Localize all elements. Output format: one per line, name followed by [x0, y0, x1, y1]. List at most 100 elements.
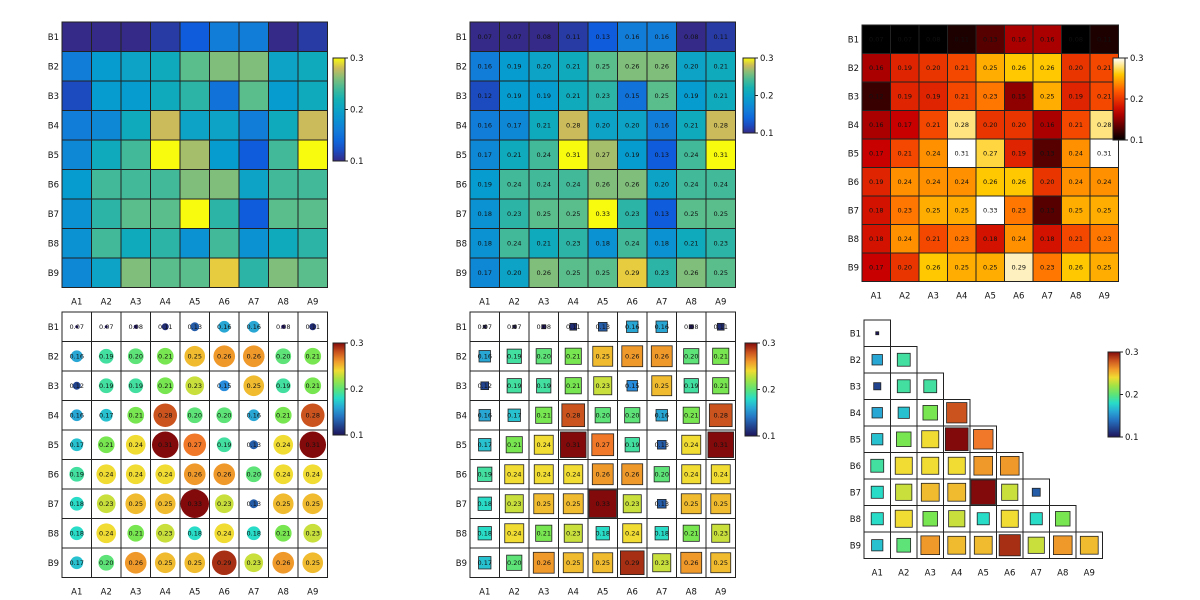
heatmap-value-label: 0.20: [129, 352, 143, 360]
heatmap-value-label: 0.18: [478, 210, 492, 218]
heatmap-value-label: 0.20: [188, 411, 202, 419]
heatmap-value-label: 0.24: [537, 470, 551, 478]
heatmap-cell: [297, 80, 328, 111]
heatmap-value-label: 0.20: [537, 352, 551, 360]
heatmap-square-mark: [976, 512, 990, 526]
heatmap-square-mark: [871, 433, 884, 446]
colorbar-tick-label: 0.3: [1125, 348, 1139, 358]
x-tick-label: A1: [479, 588, 490, 598]
x-tick-label: A9: [307, 588, 318, 598]
heatmap-circle-mark: [70, 556, 84, 570]
heatmap-cell: [617, 80, 648, 111]
heatmap-cell: [91, 139, 122, 170]
heatmap-circle-mark: [125, 464, 146, 485]
heatmap-square-mark: [477, 496, 492, 511]
heatmap-value-label: 0.23: [898, 206, 912, 214]
heatmap-value-label: 0.20: [276, 352, 290, 360]
heatmap-cell: [587, 51, 618, 82]
heatmap-cell: [209, 169, 240, 200]
y-tick-label: B1: [456, 33, 467, 43]
heatmap-value-label: 0.21: [714, 352, 728, 360]
heatmap-value-label: 0.21: [276, 411, 290, 419]
heatmap-cell: [528, 80, 559, 111]
heatmap-value-label: 0.16: [247, 411, 261, 419]
x-tick-label: A9: [715, 298, 726, 308]
heatmap-value-label: 0.19: [625, 441, 639, 449]
heatmap-circle-mark: [244, 553, 264, 573]
heatmap-value-label: 0.25: [129, 500, 143, 508]
heatmap-value-label: 0.26: [1012, 178, 1026, 186]
heatmap-value-label: 0.19: [898, 64, 912, 72]
heatmap-square-mark: [947, 535, 967, 555]
heatmap-value-label: 0.18: [655, 239, 669, 247]
heatmap-square-mark: [564, 377, 582, 395]
x-tick-label: A7: [656, 298, 667, 308]
heatmap-cell: [705, 51, 736, 82]
x-tick-label: A3: [928, 292, 939, 302]
heatmap-value-label: 0.25: [1097, 263, 1111, 271]
heatmap-value-label: 0.26: [684, 269, 698, 277]
heatmap-square-mark: [947, 482, 967, 502]
heatmap-square-mark: [998, 534, 1021, 557]
heatmap-circle-mark: [127, 348, 144, 365]
heatmap-cell: [587, 169, 618, 200]
heatmap-square-mark: [536, 378, 552, 394]
heatmap-cell: [179, 110, 210, 141]
heatmap-value-label: 0.23: [655, 559, 669, 567]
heatmap-cell: [469, 198, 500, 229]
heatmap-cell: [120, 110, 151, 141]
heatmap-value-label: 0.24: [684, 180, 698, 188]
heatmap-value-label: 0.17: [869, 149, 883, 157]
heatmap-value-label: 0.21: [99, 441, 113, 449]
heatmap-value-label: 0.25: [276, 500, 290, 508]
heatmap-square-mark: [622, 523, 643, 544]
heatmap-value-label: 0.26: [655, 352, 669, 360]
heatmap-square-mark: [895, 483, 913, 501]
heatmap-value-label: 0.20: [655, 470, 669, 478]
heatmap-value-label: 0.13: [596, 323, 610, 331]
x-tick-label: A2: [509, 588, 520, 598]
heatmap-square-mark: [561, 403, 586, 428]
heatmap-cell: [1061, 81, 1091, 111]
heatmap-cell: [91, 80, 122, 111]
x-tick-label: A6: [1004, 569, 1015, 579]
heatmap-square-mark: [533, 493, 555, 515]
heatmap-value-label: 0.24: [507, 529, 521, 537]
heatmap-value-label: 0.21: [1097, 64, 1111, 72]
heatmap-square-mark: [716, 322, 725, 331]
heatmap-square-mark: [588, 489, 617, 518]
heatmap-value-label: 0.24: [129, 441, 143, 449]
heatmap-value-label: 0.24: [537, 151, 551, 159]
heatmap-cell: [238, 21, 269, 52]
heatmap-value-label: 0.21: [537, 239, 551, 247]
x-tick-label: A6: [1013, 292, 1024, 302]
heatmap-cell: [120, 198, 151, 229]
heatmap-square-mark: [871, 354, 883, 366]
heatmap-cell: [209, 139, 240, 170]
heatmap-cell: [268, 110, 299, 141]
colorbar: [1112, 57, 1126, 141]
heatmap-value-label: 0.20: [537, 62, 551, 70]
heatmap-square-mark: [654, 526, 669, 541]
heatmap-value-label: 0.17: [869, 263, 883, 271]
heatmap-square-mark: [973, 535, 993, 555]
heatmap-value-label: 0.21: [158, 352, 172, 360]
heatmap-cell: [268, 139, 299, 170]
heatmap-cell: [587, 228, 618, 259]
heatmap-cell: [469, 257, 500, 288]
x-tick-label: A7: [248, 588, 259, 598]
heatmap-value-label: 0.20: [625, 411, 639, 419]
heatmap-circle-mark: [303, 523, 323, 543]
heatmap-cell: [646, 51, 677, 82]
heatmap-square-mark: [592, 345, 614, 367]
heatmap-cell: [861, 252, 891, 282]
heatmap-square-mark: [482, 324, 487, 329]
heatmap-value-label: 0.26: [625, 352, 639, 360]
heatmap-value-label: 0.20: [926, 64, 940, 72]
heatmap-cell: [179, 198, 210, 229]
heatmap-square-mark: [712, 347, 730, 365]
heatmap-cell: [61, 80, 92, 111]
y-tick-label: B3: [456, 92, 467, 102]
x-tick-label: A1: [71, 298, 82, 308]
heatmap-value-label: 0.21: [158, 382, 172, 390]
